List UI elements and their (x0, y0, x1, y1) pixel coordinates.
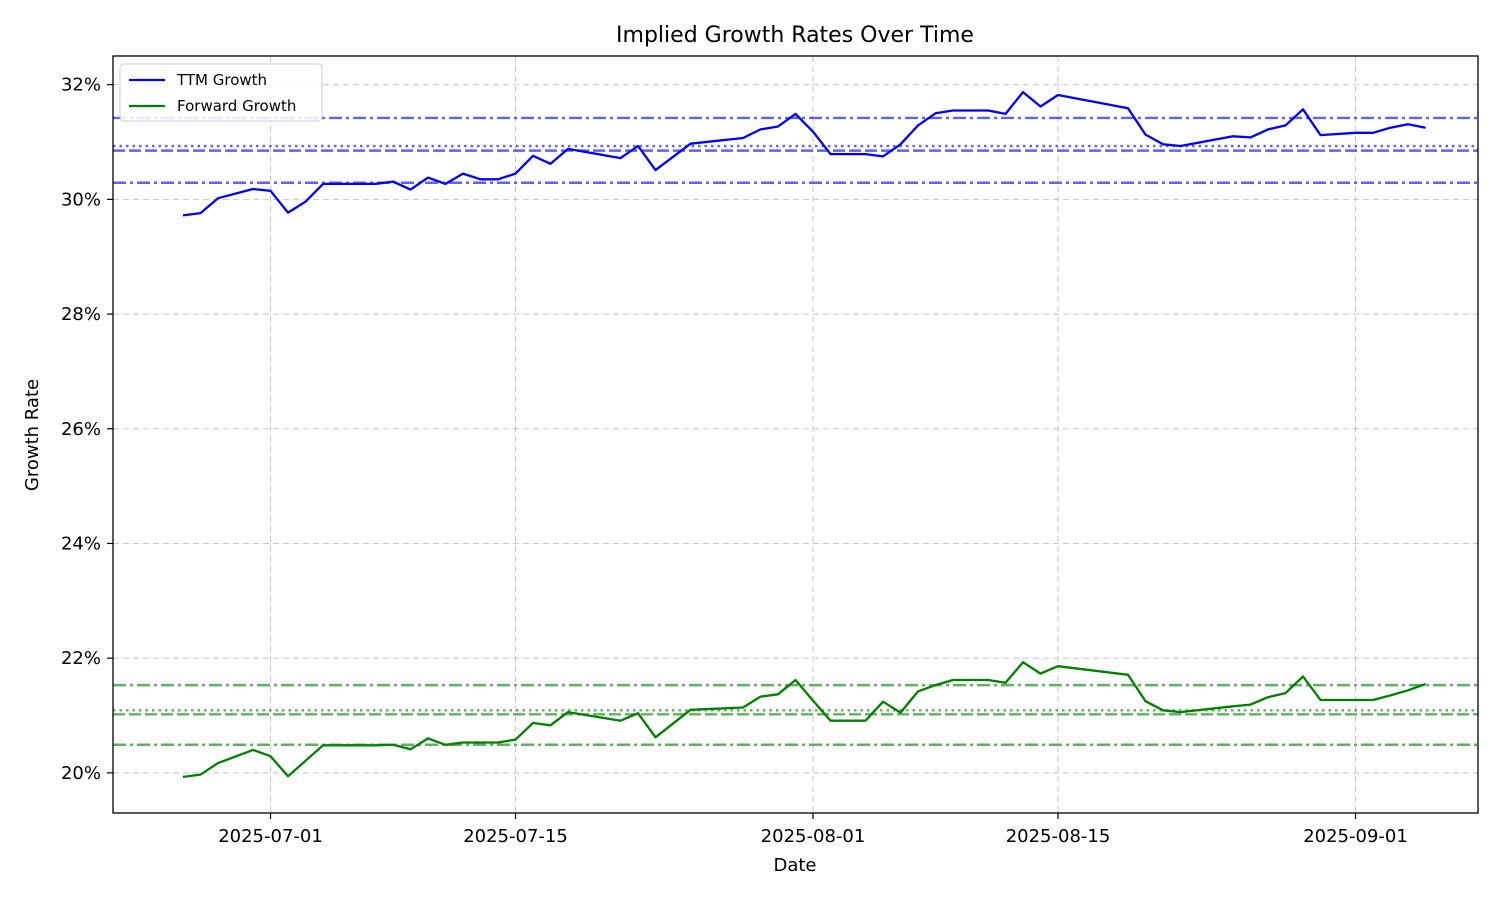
forward-growth-line (182, 661, 1426, 779)
reference-lines-layer (113, 116, 1478, 746)
y-tick-label: 30% (61, 189, 101, 210)
y-tick-label: 24% (61, 533, 101, 554)
chart-title: Implied Growth Rates Over Time (616, 23, 974, 48)
y-tick-label: 20% (61, 763, 101, 784)
series-layer (182, 90, 1426, 779)
x-tick-label: 2025-09-01 (1303, 826, 1408, 847)
legend-box (119, 63, 323, 122)
legend: TTM Growth Forward Growth (119, 63, 323, 122)
x-tick-label: 2025-08-01 (761, 826, 866, 847)
x-tick-label: 2025-08-15 (1006, 826, 1111, 847)
plot-area-frame (112, 55, 1479, 814)
legend-label-ttm-growth: TTM Growth (176, 71, 267, 89)
grid-layer (113, 56, 1478, 813)
x-tick-label: 2025-07-15 (463, 826, 568, 847)
y-tick-label: 26% (61, 419, 101, 440)
legend-label-forward-growth: Forward Growth (177, 97, 296, 115)
tick-layer: 20% 22% 24% 26% 28% 30% 32% 2025-07-01 2025-07-1… (61, 75, 1408, 847)
x-tick-label: 2025-07-01 (218, 826, 323, 847)
y-tick-label: 28% (61, 304, 101, 325)
y-tick-label: 22% (61, 648, 101, 669)
x-axis-title: Date (773, 855, 816, 876)
y-axis-title: Growth Rate (22, 379, 43, 491)
ttm-growth-line (182, 90, 1426, 217)
y-tick-label: 32% (61, 75, 101, 96)
